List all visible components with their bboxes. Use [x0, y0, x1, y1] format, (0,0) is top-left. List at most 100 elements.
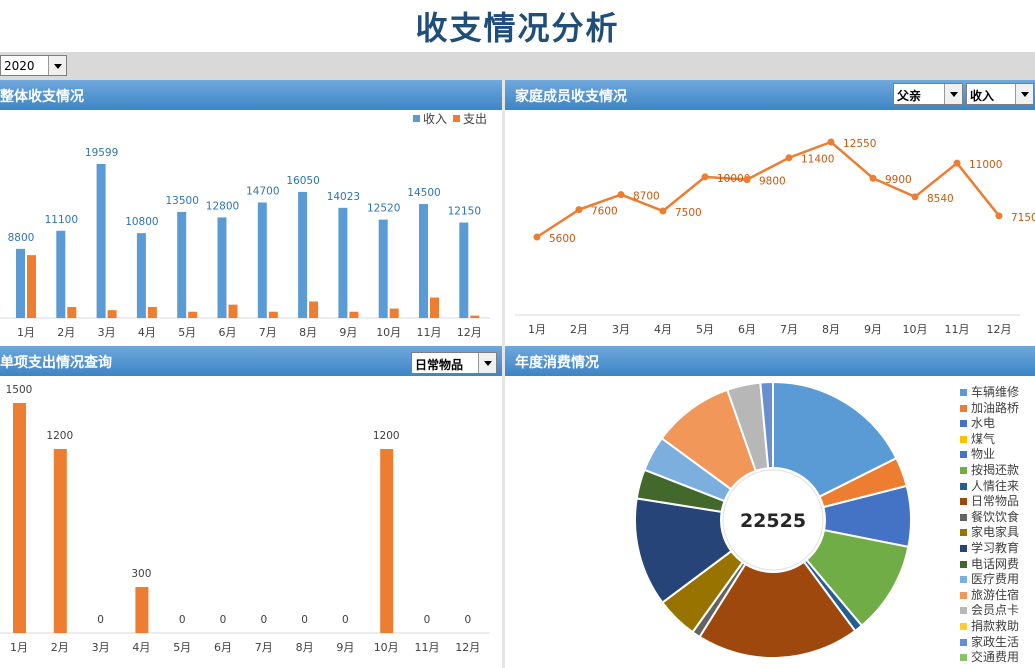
chevron-down-icon[interactable]	[1015, 84, 1033, 104]
member-select-value: 父亲	[897, 89, 922, 103]
pie-legend-item: 会员点卡	[960, 601, 1019, 618]
pie-legend-swatch	[960, 404, 967, 412]
data-label: 0	[342, 614, 349, 626]
pie-legend-item: 水电	[960, 414, 995, 431]
pie-legend-label: 加油路桥	[971, 400, 1020, 415]
income-data-label: 8800	[8, 232, 35, 244]
chevron-down-icon[interactable]	[48, 56, 66, 75]
x-tick-label: 2月	[57, 326, 75, 339]
data-label: 7500	[675, 207, 702, 219]
x-tick-label: 11月	[417, 326, 442, 339]
annual-consumption-donut-chart: 22525	[634, 380, 912, 659]
pie-slice	[698, 560, 857, 659]
x-tick-label: 8月	[299, 326, 317, 339]
expense-bar	[380, 449, 394, 633]
single-panel-title: 单项支出情况查询	[0, 355, 112, 371]
pie-legend-item: 医疗费用	[960, 570, 1019, 587]
expense-bar	[67, 306, 77, 318]
legend-expense-label: 支出	[463, 112, 487, 126]
data-point	[911, 193, 919, 201]
expense-bar	[188, 311, 198, 318]
income-bar	[459, 222, 469, 318]
data-label: 7600	[591, 206, 618, 218]
type-select[interactable]: 收入	[966, 83, 1034, 105]
pie-legend-label: 车辆维修	[971, 385, 1020, 399]
family-member-line-chart: 5600 1月 7600 2月 8700 3月 7500 4月 10000 5月 9800 6月 114…	[515, 138, 1035, 336]
x-tick-label: 11月	[415, 641, 440, 654]
income-bar	[177, 211, 187, 318]
pie-legend: 车辆维修 加油路桥 水电 煤气 物业 按揭还款 人情往来 日常物品 餐饮饮食 家电家具 学习教育 电话…	[960, 383, 1035, 668]
x-tick-label: 3月	[92, 641, 110, 654]
page-title: 收支情况分析	[415, 9, 620, 47]
pie-legend-swatch	[960, 638, 967, 646]
pie-legend-item: 学习教育	[960, 539, 1019, 556]
data-point	[953, 159, 961, 167]
x-tick-label: 2月	[570, 323, 588, 336]
x-tick-label: 1月	[17, 326, 35, 339]
income-data-label: 11100	[45, 214, 78, 226]
data-label: 7150	[1011, 212, 1035, 224]
chevron-down-icon[interactable]	[944, 84, 962, 104]
income-bar	[16, 248, 25, 318]
year-select-value: 2020	[4, 59, 35, 73]
pie-legend-label: 学习教育	[971, 541, 1020, 555]
pie-legend-swatch	[960, 513, 967, 521]
income-data-label: 14023	[327, 191, 360, 203]
year-select[interactable]: 2020	[0, 55, 67, 76]
overall-panel-title: 整体收支情况	[0, 89, 84, 105]
pie-legend-item: 煤气	[960, 430, 995, 447]
chevron-down-icon[interactable]	[478, 353, 496, 373]
x-tick-label: 6月	[219, 326, 237, 339]
data-point	[785, 154, 793, 162]
pie-legend-item: 捐款救助	[960, 617, 1019, 634]
data-point	[701, 173, 709, 181]
x-tick-label: 6月	[214, 641, 232, 654]
pie-legend-swatch	[960, 435, 967, 443]
x-tick-label: 4月	[138, 326, 156, 339]
panel-divider	[502, 80, 505, 668]
data-point	[575, 206, 583, 214]
income-bar	[257, 202, 267, 318]
pie-legend-swatch	[960, 451, 967, 459]
x-tick-label: 12月	[987, 323, 1012, 336]
x-tick-label: 12月	[455, 641, 480, 654]
pie-legend-swatch	[960, 498, 967, 506]
expense-bar	[135, 587, 149, 633]
x-tick-label: 5月	[178, 326, 196, 339]
data-point	[995, 212, 1003, 220]
data-label: 300	[131, 568, 151, 580]
expense-bar	[228, 304, 238, 318]
type-select-value: 收入	[970, 89, 995, 103]
pie-legend-item: 家电家具	[960, 523, 1019, 540]
category-select[interactable]: 日常物品	[411, 352, 497, 374]
pie-legend-label: 医疗费用	[971, 572, 1020, 587]
income-data-label: 12150	[448, 206, 481, 218]
pie-legend-label: 捐款救助	[971, 619, 1020, 633]
expense-bar	[13, 403, 26, 633]
pie-legend-label: 交通费用	[971, 650, 1020, 665]
pie-legend-item: 交通费用	[960, 648, 1019, 665]
x-tick-label: 5月	[696, 323, 714, 336]
pie-legend-label: 电话网费	[971, 556, 1020, 571]
expense-bar	[147, 306, 157, 318]
pie-legend-swatch	[960, 529, 967, 537]
data-point	[743, 176, 751, 184]
donut-total-value: 22525	[740, 510, 806, 532]
data-point	[827, 138, 835, 146]
expense-bar	[389, 308, 399, 318]
data-label: 1500	[6, 384, 33, 396]
x-tick-label: 10月	[903, 323, 928, 336]
donut-center	[722, 469, 824, 571]
single-panel-header: 单项支出情况查询 日常物品	[0, 346, 502, 376]
data-label: 11400	[801, 154, 834, 166]
x-tick-label: 10月	[374, 641, 399, 654]
x-tick-label: 3月	[98, 326, 116, 339]
data-label: 0	[424, 614, 431, 626]
x-tick-label: 9月	[336, 641, 354, 654]
annual-panel-title: 年度消费情况	[515, 355, 599, 371]
pie-legend-swatch	[960, 482, 967, 490]
x-tick-label: 5月	[173, 641, 191, 654]
member-select[interactable]: 父亲	[893, 83, 963, 105]
income-bar	[419, 204, 428, 318]
pie-slice	[634, 497, 733, 604]
